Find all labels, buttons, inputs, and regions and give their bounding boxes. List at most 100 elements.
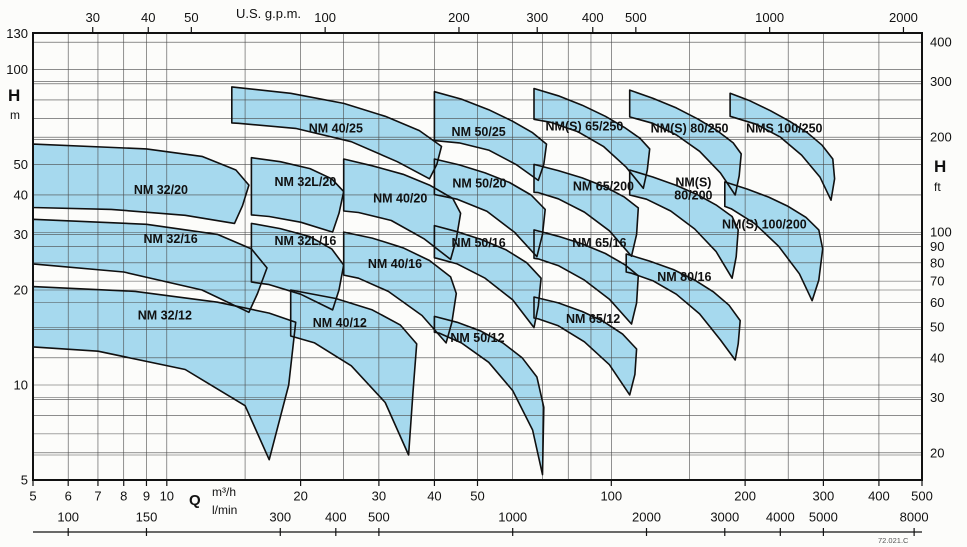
y-tick-label-ft: 90 xyxy=(930,239,944,254)
region-outline-nm-65-200 xyxy=(533,163,640,258)
region-label-nm-32-20: NM 32/20 xyxy=(134,183,188,197)
region-outline-nm-32l-16 xyxy=(250,222,345,311)
bottom-axis-unit-lmin: l/min xyxy=(212,503,238,517)
right-axis-unit-ft: ft xyxy=(934,180,941,194)
region-fill-nms-100-250 xyxy=(730,93,835,201)
y-tick-label-ft: 50 xyxy=(930,320,944,335)
x-tick-label-m3h: 8 xyxy=(120,489,127,504)
y-tick-label-ft: 80 xyxy=(930,255,944,270)
y-tick-label-ft: 70 xyxy=(930,274,944,289)
region-outline-nms-100-250 xyxy=(729,92,836,201)
region-label-nm-50-12: NM 50/12 xyxy=(450,331,504,345)
region-outline-nm-40-20 xyxy=(342,158,462,261)
y-tick-label-m: 30 xyxy=(14,227,28,242)
region-label-nm-40-12: NM 40/12 xyxy=(313,316,367,330)
region-outline-nm-32l-20 xyxy=(250,156,345,233)
region-label-nm-50-16: NM 50/16 xyxy=(452,236,506,250)
x-tick-label-usgpm: 100 xyxy=(314,10,336,25)
region-outline-nm-65-12 xyxy=(533,296,638,396)
x-tick-label-m3h: 9 xyxy=(143,489,150,504)
region-outline-nm-s-100-200 xyxy=(723,181,824,302)
region-outline-nm-50-25 xyxy=(433,90,548,182)
region-outline-nm-65-16 xyxy=(533,229,640,325)
region-fill-nm-32-16 xyxy=(33,219,267,313)
region-outline-nm-80-16 xyxy=(625,253,742,361)
y-tick-label-ft: 30 xyxy=(930,390,944,405)
x-tick-label-m3h: 6 xyxy=(65,489,72,504)
region-fill-nm-32-12 xyxy=(33,286,296,460)
region-label-nm-50-20: NM 50/20 xyxy=(452,176,506,190)
x-tick-label-lmin: 400 xyxy=(325,510,347,525)
region-outline-nm-32-12 xyxy=(32,285,297,461)
x-tick-label-m3h: 20 xyxy=(293,489,307,504)
x-tick-label-m3h: 30 xyxy=(372,489,386,504)
x-tick-label-m3h: 40 xyxy=(427,489,441,504)
x-tick-label-lmin: 500 xyxy=(368,510,390,525)
region-label-nm-32l-20: NM 32L/20 xyxy=(274,175,336,189)
region-label-nm-40-16: NM 40/16 xyxy=(368,257,422,271)
bottom-axis-title-q: Q xyxy=(189,492,201,509)
y-tick-label-m: 40 xyxy=(14,187,28,202)
y-tick-label-ft: 300 xyxy=(930,74,952,89)
region-outline-nm-32-16 xyxy=(32,218,268,314)
region-outline-nm-40-16 xyxy=(342,231,458,344)
top-axis-title: U.S. g.p.m. xyxy=(236,6,302,21)
region-label-nm-80-16: NM 80/16 xyxy=(657,270,711,284)
x-tick-label-lmin: 2000 xyxy=(632,510,661,525)
region-fill-nm-40-25 xyxy=(231,86,442,179)
x-tick-label-usgpm: 2000 xyxy=(889,10,918,25)
x-tick-label-lmin: 100 xyxy=(57,510,79,525)
region-label-nm-32-12: NM 32/12 xyxy=(138,309,192,323)
x-tick-label-usgpm: 40 xyxy=(141,10,155,25)
region-label-nm-65-12: NM 65/12 xyxy=(566,312,620,326)
x-tick-label-usgpm: 500 xyxy=(625,10,647,25)
y-tick-label-m: 20 xyxy=(14,282,28,297)
left-axis-title-h: H xyxy=(8,86,21,105)
x-tick-label-m3h: 300 xyxy=(813,489,835,504)
y-tick-label-ft: 40 xyxy=(930,350,944,365)
x-tick-label-m3h: 200 xyxy=(734,489,756,504)
x-tick-label-lmin: 8000 xyxy=(900,510,929,525)
y-tick-label-m: 50 xyxy=(14,157,28,172)
region-fill-nm-s-80-200 xyxy=(629,170,739,279)
region-fill-nm-40-16 xyxy=(343,232,457,343)
region-label-nm-s-80-200: 80/200 xyxy=(674,188,712,202)
region-outline-nm-50-16 xyxy=(433,224,542,329)
region-fill-nm-40-12 xyxy=(290,290,417,455)
x-tick-label-m3h: 5 xyxy=(29,489,36,504)
y-tick-label-m: 5 xyxy=(21,473,28,488)
y-tick-label-ft: 20 xyxy=(930,445,944,460)
x-tick-label-usgpm: 1000 xyxy=(755,10,784,25)
region-label-nm-65-16: NM 65/16 xyxy=(572,236,626,250)
bottom-axis-unit-m3h: m³/h xyxy=(212,485,236,499)
x-tick-label-m3h: 7 xyxy=(94,489,101,504)
region-label-nm-65-200: NM 65/200 xyxy=(573,180,634,194)
region-outline-nm-32-20 xyxy=(32,143,250,225)
region-label-nms-100-250: NMS 100/250 xyxy=(746,121,822,135)
x-tick-label-lmin: 3000 xyxy=(710,510,739,525)
region-label-nm-s-100-200: NM(S) 100/200 xyxy=(722,217,807,231)
x-tick-label-m3h: 400 xyxy=(868,489,890,504)
region-fill-nm-32-20 xyxy=(33,144,249,224)
x-tick-label-m3h: 100 xyxy=(600,489,622,504)
region-fill-nm-65-12 xyxy=(534,297,637,395)
region-label-nm-40-25: NM 40/25 xyxy=(309,121,363,135)
region-label-nm-50-25: NM 50/25 xyxy=(452,125,506,139)
y-tick-label-m: 10 xyxy=(14,377,28,392)
y-tick-label-m: 130 xyxy=(6,26,28,41)
region-label-nm-40-20: NM 40/20 xyxy=(373,191,427,205)
document-code: 72.021.C xyxy=(878,536,909,545)
region-fill-nm-s-65-250 xyxy=(534,88,650,189)
x-tick-label-m3h: 500 xyxy=(911,489,933,504)
x-tick-label-lmin: 5000 xyxy=(809,510,838,525)
x-tick-label-usgpm: 400 xyxy=(582,10,604,25)
region-outline-nm-s-80-200 xyxy=(628,169,740,280)
left-axis-unit-m: m xyxy=(10,108,20,122)
x-tick-label-usgpm: 300 xyxy=(526,10,548,25)
x-tick-label-lmin: 300 xyxy=(269,510,291,525)
region-label-nm-s-65-250: NM(S) 65/250 xyxy=(546,119,624,133)
y-tick-label-ft: 200 xyxy=(930,130,952,145)
region-label-nm-s-80-250: NM(S) 80/250 xyxy=(651,121,729,135)
